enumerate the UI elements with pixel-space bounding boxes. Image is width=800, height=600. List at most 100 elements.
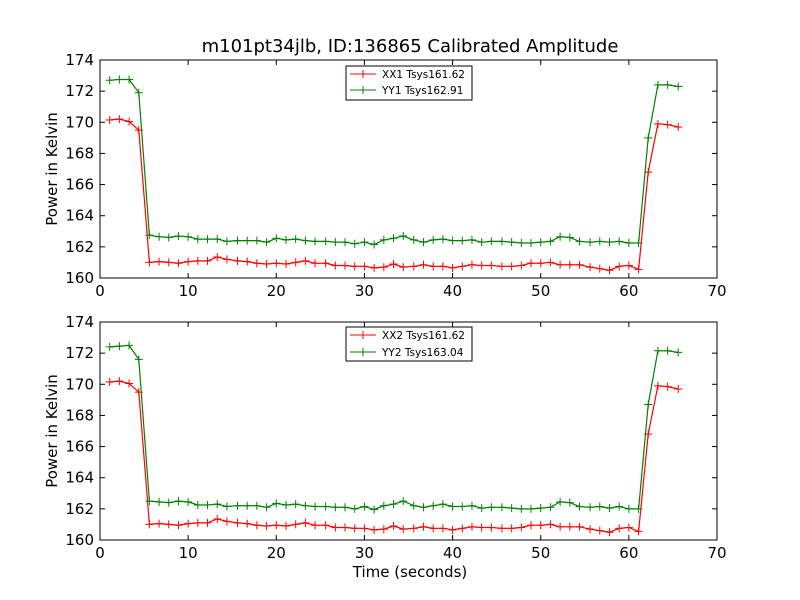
- data-point: [429, 524, 438, 533]
- data-point: [203, 518, 212, 527]
- data-point: [262, 238, 271, 247]
- data-point: [409, 501, 418, 510]
- data-point: [301, 236, 310, 245]
- data-point: [624, 238, 633, 247]
- data-point: [467, 501, 476, 510]
- data-point: [507, 524, 516, 533]
- data-point: [487, 503, 496, 512]
- x-tick-label: 20: [267, 282, 286, 300]
- data-point: [115, 75, 124, 84]
- data-point: [272, 259, 281, 268]
- axes-frame-top: [99, 59, 718, 279]
- data-point: [331, 238, 340, 247]
- data-point: [105, 342, 114, 351]
- data-point: [155, 232, 164, 241]
- data-point: [262, 521, 271, 530]
- data-point: [536, 238, 545, 247]
- data-point: [556, 232, 565, 241]
- data-point: [125, 75, 134, 84]
- chart-title: m101pt34jlb, ID:136865 Calibrated Amplit…: [202, 36, 619, 57]
- data-point: [291, 500, 300, 509]
- x-tick-label: 0: [95, 544, 105, 562]
- data-point: [243, 501, 252, 510]
- data-point: [448, 502, 457, 511]
- data-point: [653, 80, 662, 89]
- data-point: [360, 238, 369, 247]
- data-point: [350, 504, 359, 513]
- data-point: [438, 235, 447, 244]
- data-point: [252, 259, 261, 268]
- data-point: [419, 522, 428, 531]
- data-point: [556, 522, 565, 531]
- data-point: [252, 521, 261, 530]
- data-point: [350, 262, 359, 271]
- x-tick-label: 40: [443, 282, 462, 300]
- data-point: [184, 257, 193, 266]
- data-point: [203, 500, 212, 509]
- data-point: [507, 262, 516, 271]
- data-point: [458, 236, 467, 245]
- data-point: [615, 524, 624, 533]
- x-tick-label: 60: [619, 282, 638, 300]
- data-point: [477, 523, 486, 532]
- data-point: [546, 520, 555, 529]
- data-point: [605, 238, 614, 247]
- data-point: [399, 497, 408, 506]
- data-point: [429, 262, 438, 271]
- data-point: [222, 502, 231, 511]
- data-point: [311, 237, 320, 246]
- data-point: [145, 520, 154, 529]
- y-tick-label: 172: [65, 82, 94, 100]
- data-point: [301, 518, 310, 527]
- data-point: [487, 523, 496, 532]
- data-point: [233, 236, 242, 245]
- x-tick-label: 10: [179, 282, 198, 300]
- data-point: [536, 521, 545, 530]
- data-point: [458, 524, 467, 533]
- data-point: [389, 234, 398, 243]
- data-point: [409, 524, 418, 533]
- data-point: [213, 514, 222, 523]
- data-point: [438, 524, 447, 533]
- y-axis-label-bottom: Power in Kelvin: [43, 374, 61, 488]
- data-point: [174, 259, 183, 268]
- data-point: [605, 504, 614, 513]
- data-point: [321, 521, 330, 530]
- data-point: [213, 500, 222, 509]
- data-point: [233, 501, 242, 510]
- data-point: [527, 521, 536, 530]
- data-point: [674, 122, 683, 131]
- data-point: [222, 237, 231, 246]
- data-point: [556, 260, 565, 269]
- data-point: [243, 519, 252, 528]
- data-point: [546, 258, 555, 267]
- data-point: [477, 504, 486, 513]
- data-point: [595, 264, 604, 273]
- data-point: [399, 525, 408, 534]
- data-point: [615, 237, 624, 246]
- data-point: [565, 260, 574, 269]
- data-point: [164, 258, 173, 267]
- data-point: [281, 500, 290, 509]
- data-point: [507, 238, 516, 247]
- data-point: [663, 382, 672, 391]
- legend-label-xx2: XX2 Tsys161.62: [382, 330, 465, 342]
- legend-label-yy2: YY2 Tsys163.04: [381, 347, 464, 359]
- data-point: [458, 262, 467, 271]
- data-point: [291, 520, 300, 529]
- data-point: [331, 523, 340, 532]
- data-point: [477, 261, 486, 270]
- series-group-bottom: [105, 341, 683, 537]
- data-point: [105, 76, 114, 85]
- data-point: [653, 381, 662, 390]
- x-tick-label: 40: [443, 544, 462, 562]
- data-point: [301, 501, 310, 510]
- data-point: [448, 263, 457, 272]
- data-point: [409, 262, 418, 271]
- data-point: [301, 256, 310, 265]
- data-point: [653, 346, 662, 355]
- data-point: [281, 235, 290, 244]
- y-tick-label: 170: [65, 375, 94, 393]
- data-point: [321, 502, 330, 511]
- data-point: [125, 117, 134, 126]
